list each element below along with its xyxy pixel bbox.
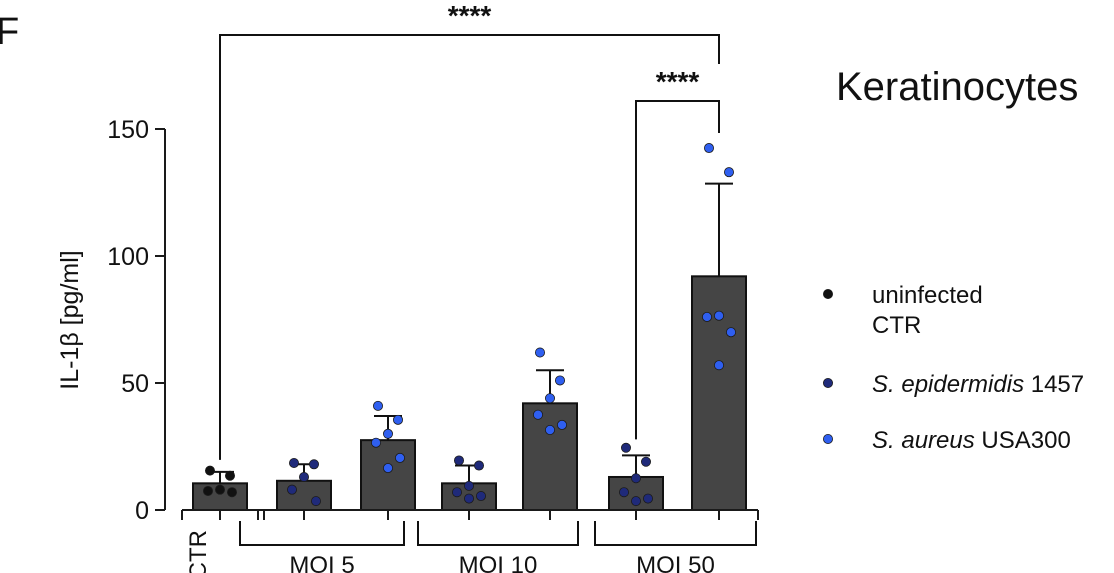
significance-bracket xyxy=(219,34,720,460)
data-point xyxy=(463,493,474,504)
bar xyxy=(276,479,332,512)
group-bracket xyxy=(594,521,757,546)
data-point xyxy=(202,485,213,496)
legend: uninfected CTR S. epidermidis 1457 S. aureu… xyxy=(823,282,1084,454)
data-point xyxy=(308,459,319,470)
x-category-label: CTR xyxy=(185,530,212,573)
significance-label: **** xyxy=(448,0,492,31)
chart-title: Keratinocytes xyxy=(836,65,1078,109)
data-point xyxy=(714,360,725,371)
data-point xyxy=(286,484,297,495)
data-point xyxy=(631,496,642,507)
legend-marker xyxy=(823,288,834,299)
data-point xyxy=(451,487,462,498)
legend-marker xyxy=(823,377,834,388)
y-tick-label: 0 xyxy=(135,497,149,525)
data-point xyxy=(726,327,737,338)
significance-label: **** xyxy=(656,66,700,97)
bar xyxy=(360,439,416,511)
legend-label: S. epidermidis 1457 xyxy=(872,371,1084,398)
data-point xyxy=(372,400,383,411)
data-point xyxy=(310,496,321,507)
data-point xyxy=(535,347,546,358)
x-axis: CTR MOI 5 MOI 10 MOI 50 xyxy=(181,509,759,573)
legend-label: CTR xyxy=(872,312,921,339)
group-label: MOI 10 xyxy=(459,552,538,573)
group-bracket xyxy=(417,521,579,546)
data-point xyxy=(214,484,225,495)
data-point xyxy=(641,456,652,467)
data-point xyxy=(621,442,632,453)
data-point xyxy=(533,409,544,420)
significance-brackets: **** **** xyxy=(219,0,720,460)
legend-label-italic: S. aureus xyxy=(872,427,975,454)
y-tick-label: 100 xyxy=(107,243,149,271)
group-label: MOI 50 xyxy=(636,552,715,573)
legend-label-suffix: 1457 xyxy=(1024,371,1084,398)
data-point xyxy=(545,393,556,404)
data-point xyxy=(298,471,309,482)
data-point xyxy=(394,452,405,463)
bar xyxy=(522,402,578,512)
y-axis-label: IL-1β [pg/ml] xyxy=(56,250,84,389)
data-point xyxy=(714,310,725,321)
data-point xyxy=(226,487,237,498)
data-point xyxy=(473,460,484,471)
data-point xyxy=(545,424,556,435)
bars xyxy=(192,182,747,512)
legend-marker xyxy=(823,433,834,444)
data-point xyxy=(631,473,642,484)
data-point xyxy=(704,143,715,154)
data-point xyxy=(475,491,486,502)
data-point xyxy=(555,375,566,386)
y-tick-label: 50 xyxy=(121,370,149,398)
data-point xyxy=(382,428,393,439)
data-point xyxy=(382,463,393,474)
legend-label-italic: S. epidermidis xyxy=(872,371,1024,398)
data-point xyxy=(463,480,474,491)
data-point xyxy=(557,419,568,430)
data-point xyxy=(643,493,654,504)
data-point xyxy=(453,455,464,466)
group-bracket xyxy=(239,521,405,546)
data-point xyxy=(724,167,735,178)
data-point xyxy=(370,437,381,448)
data-point xyxy=(392,414,403,425)
data-point xyxy=(224,470,235,481)
data-points xyxy=(202,143,737,507)
data-point xyxy=(619,487,630,498)
legend-label: uninfected xyxy=(872,282,983,309)
significance-bracket xyxy=(635,100,720,440)
y-tick-label: 150 xyxy=(107,116,149,144)
y-axis: 0 50 100 150 xyxy=(107,116,166,525)
legend-label: S. aureus USA300 xyxy=(872,427,1071,454)
group-label: MOI 5 xyxy=(289,552,354,573)
legend-label-suffix: USA300 xyxy=(975,427,1071,454)
panel-label: F xyxy=(0,11,19,53)
data-point xyxy=(702,311,713,322)
data-point xyxy=(204,465,215,476)
data-point xyxy=(288,458,299,469)
